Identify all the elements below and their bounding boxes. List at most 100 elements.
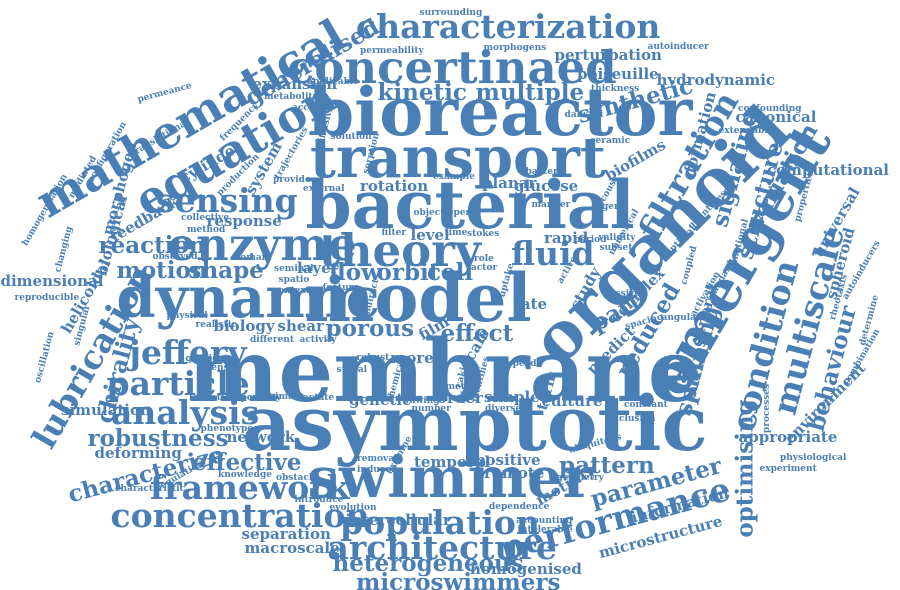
word-motion: motion [116,256,208,284]
word-canonical: canonical [735,107,817,126]
word-bacterial: bacterial [305,166,635,244]
word-simple: simple [484,387,540,406]
word-bioreactor: bioreactor [308,73,693,151]
word-characteristic: characteristic [115,483,186,494]
word-constant: constant [624,399,668,410]
word-speed: speed [507,358,537,369]
word-perturbation: perturbation [554,45,662,64]
word-seminal: seminal [274,263,314,274]
word-heterogeneous: heterogeneous [332,549,524,577]
word-filter: filter [381,227,407,238]
word-model: model [304,259,532,337]
word-observed: observed [152,251,198,262]
word-positive: positive [475,450,541,469]
word-signal: signal [336,364,368,375]
word-oscillation: oscillation [32,330,57,384]
word-removal: removal [357,453,398,464]
word-robustness: robustness [87,424,229,452]
word-permeability: permeability [360,45,424,56]
word-subset: subset [599,242,633,253]
word-fluid: fluid [511,233,595,273]
word-population: population [340,502,540,542]
word-passive: passive [603,288,641,299]
word-rapid: rapid [544,228,589,247]
word-framework: framework [150,467,350,507]
word-accounting: accounting [516,515,573,526]
word-particle: particle [106,363,250,403]
word-gene: gene [602,201,627,212]
word-collective: collective [181,212,230,223]
word-jeffery: jeffery [129,332,247,372]
word-planar: planar [482,173,537,192]
word-dynamic: dynamic [116,265,380,331]
word-spatio: spatio [278,274,310,285]
word-kinetic: kinetic [377,78,467,106]
word-thickness: thickness [591,83,640,94]
word-context: context [272,285,310,296]
word-introduce: introduce [294,494,344,505]
word-realistic: realistic [195,319,237,330]
word-example: example [433,171,475,182]
word-expansion: expansion [252,74,338,93]
word-period: period [574,234,607,245]
word-solution: solution [330,131,372,142]
word-primary: primary [264,391,304,402]
word-cell: cell [427,258,474,286]
word-experiment: experiment [759,463,817,474]
word-promote: promote [473,463,545,482]
word-separation: separation [241,524,331,543]
word-rate: rate [513,294,548,313]
word-dependence: dependence [489,501,550,512]
word-culture: culture [541,391,603,410]
word-genetic: genetic [349,390,412,409]
word-asymptotic: asymptotic [242,379,708,468]
word-different: different [250,334,294,345]
word-theory: theory [319,223,482,277]
word-ceramic: ceramic [590,135,631,146]
word-role: role [474,253,494,264]
word-network: network [226,427,296,446]
word-gradient: gradient [185,353,229,364]
word-membrane: membrane [187,321,703,422]
word-factor: factor [467,262,498,273]
word-time: time [444,227,468,238]
word-intercellular: intercellular [345,510,451,529]
word-appropriate: appropriate [738,427,838,446]
word-pattern: pattern [559,451,655,479]
word-physiological: physiological [780,452,847,463]
word-more: more [390,348,434,367]
word-analysis: analysis [111,392,260,432]
word-swimmer: swimmer [307,445,593,511]
word-enzyme: enzyme [167,217,357,271]
word-macroscale: macroscale [244,538,340,557]
word-level: level [410,225,450,244]
word-reaction: reaction [98,231,206,259]
word-morphogens: morphogens [483,42,547,53]
word-poiseuille: poiseuille [577,64,659,83]
word-induced: induced [357,464,398,475]
word-response: response [206,211,282,230]
word-domain: domain [234,252,272,263]
word-knowledge: knowledge [218,469,272,480]
word-account: account [292,102,333,113]
word-dimensional: dimensional [0,271,104,290]
word-flow: flow [329,258,381,286]
word-inclusion: inclusion [609,413,656,424]
word-orbit: orbit [376,258,440,286]
word-rotation: rotation [360,176,429,195]
word-transport: transport [310,125,606,191]
word-biology: biology [213,316,275,335]
word-obstacle: obstacle [276,472,318,483]
word-object: object [413,207,445,218]
word-geometry: geometry [556,472,604,483]
word-stokes: stokes [467,228,500,239]
word-intolerable: intolerable [517,524,573,535]
word-validity: validity [598,232,636,243]
word-architecture: architecture [327,527,557,567]
word-optimising: optimising [731,398,759,538]
word-deforming: deforming [94,443,182,462]
word-glucose: glucose [514,176,579,195]
word-phenotype: phenotype [200,423,254,434]
word-applicable: applicable [307,76,360,87]
